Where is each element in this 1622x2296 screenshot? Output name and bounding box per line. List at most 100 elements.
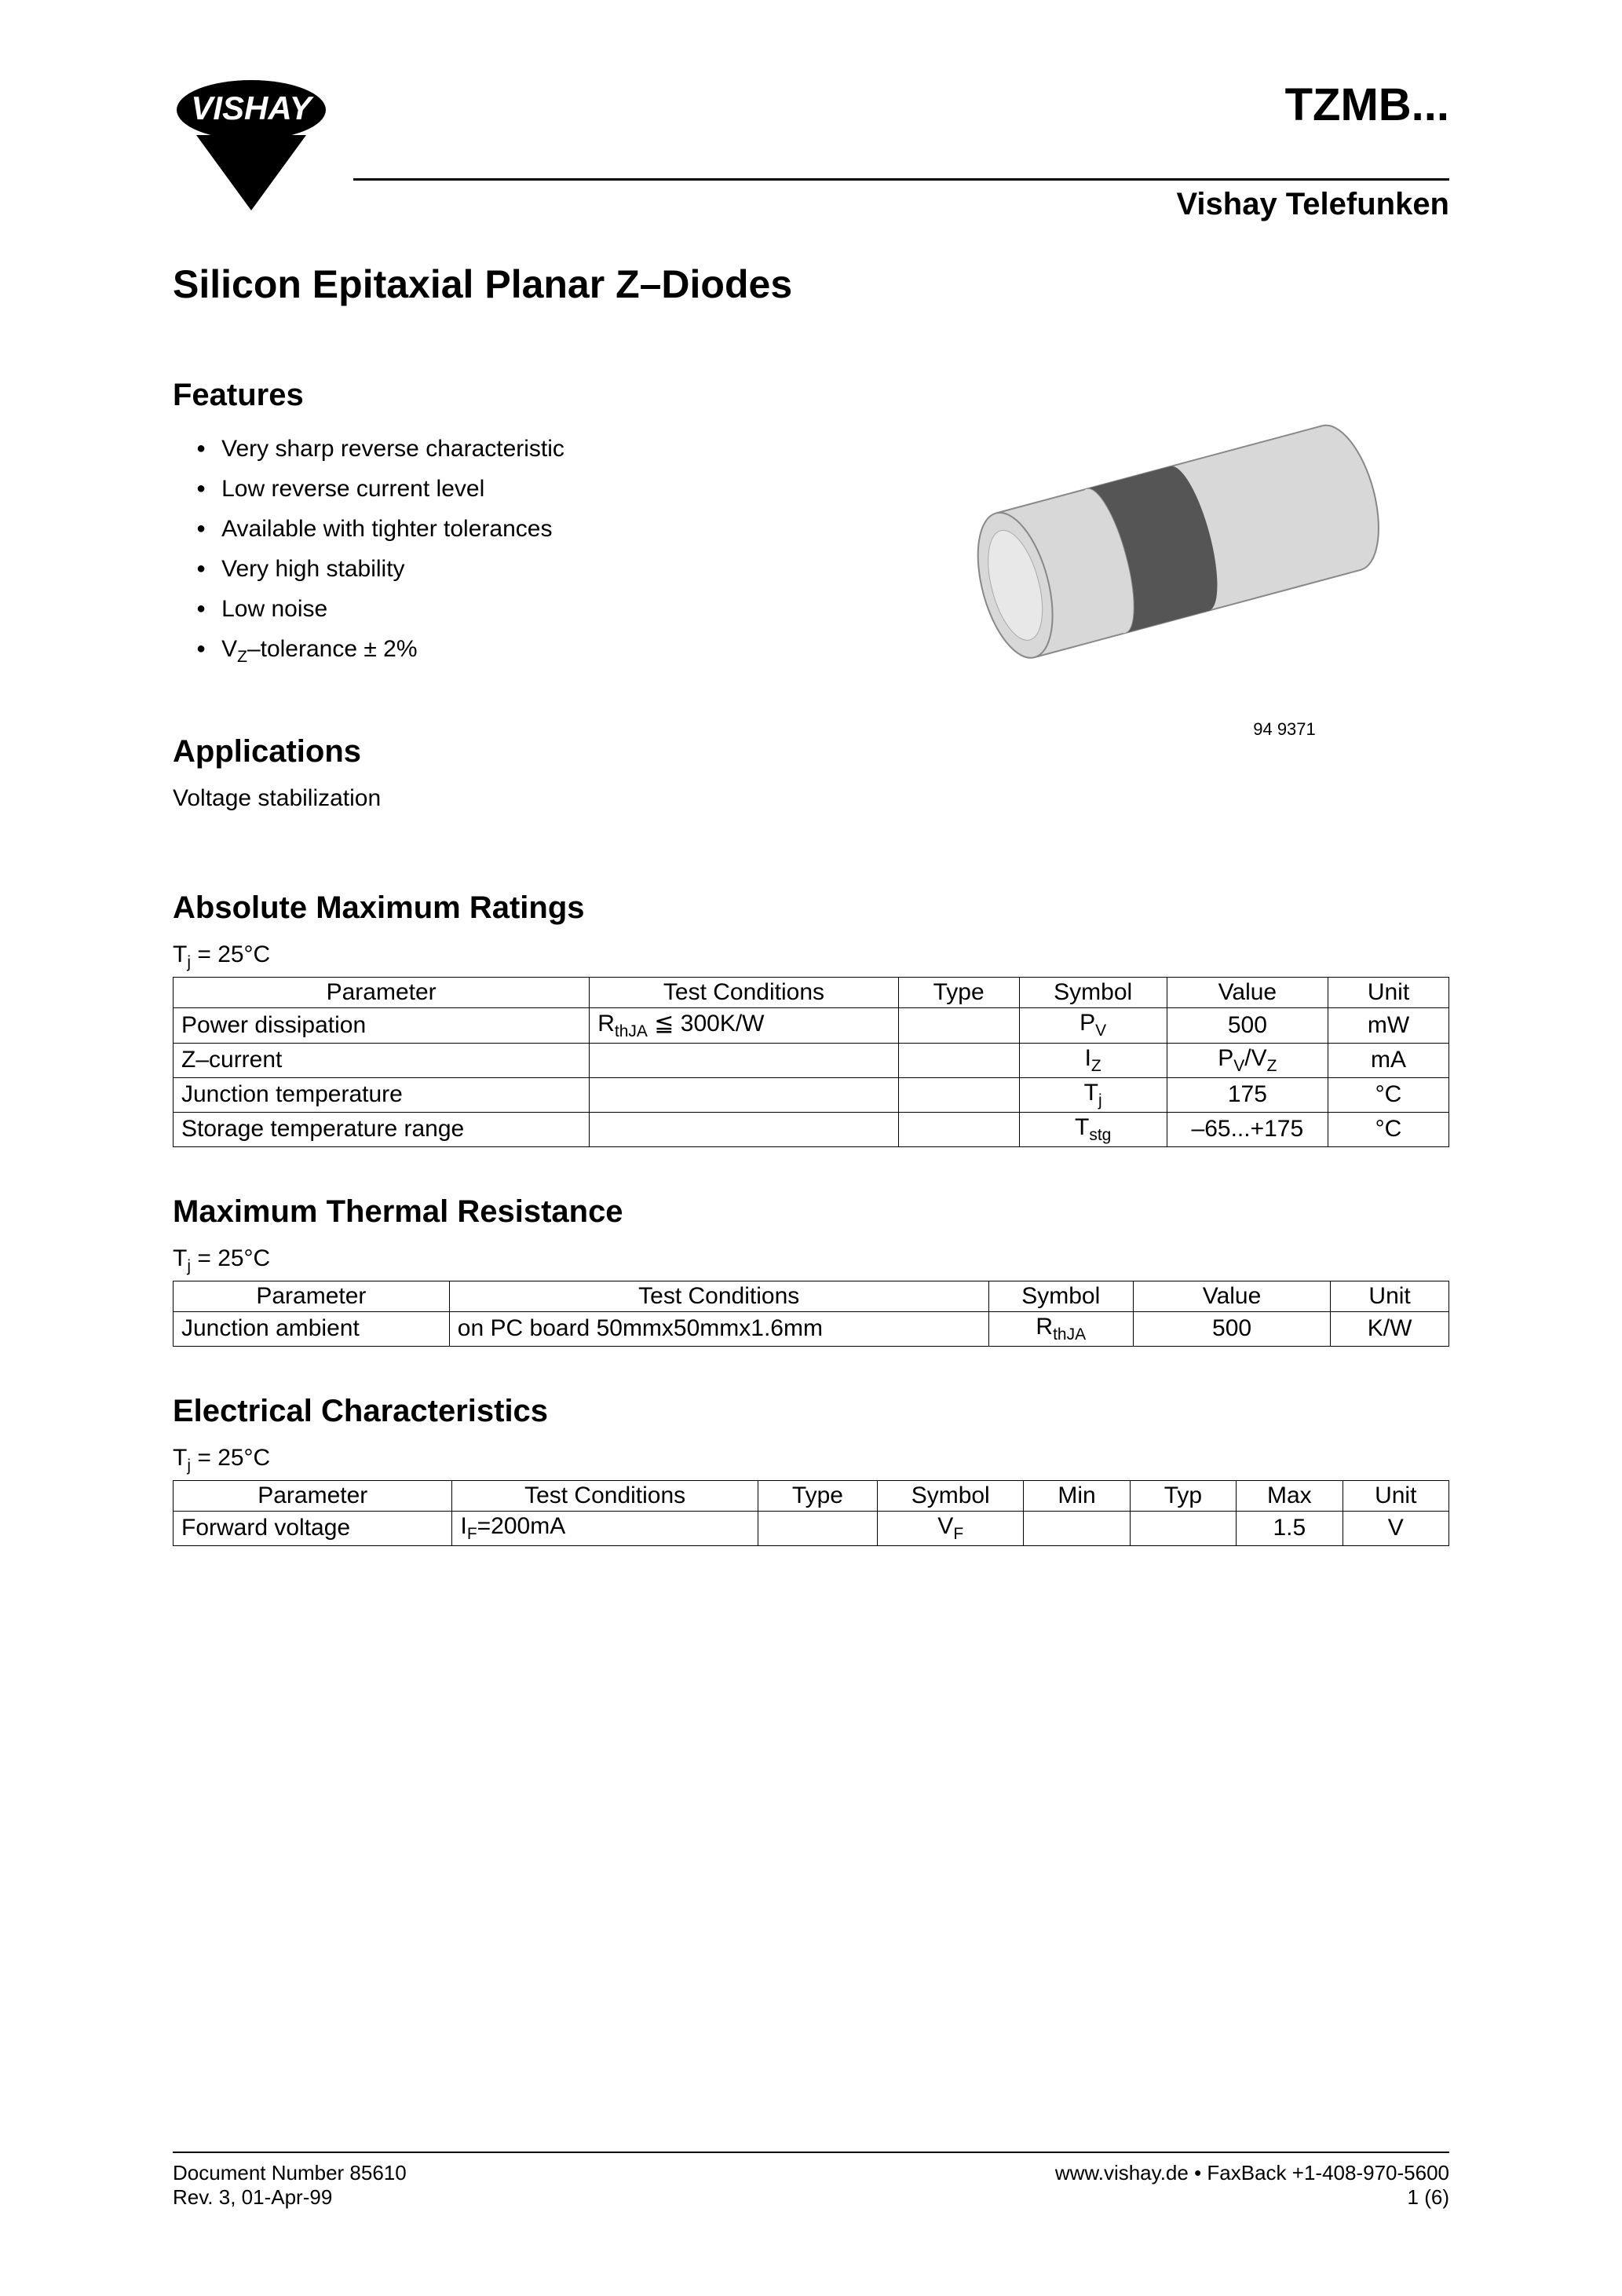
cell: IF=200mA	[452, 1511, 758, 1545]
table-header: Test Conditions	[590, 977, 898, 1007]
cell	[898, 1077, 1019, 1112]
feature-text: Low reverse current level	[221, 476, 484, 502]
footer-url: www.vishay.de • FaxBack +1-408-970-5600	[1055, 2161, 1449, 2185]
page-footer: Document Number 85610 Rev. 3, 01-Apr-99 …	[173, 2152, 1449, 2210]
thermal-heading: Maximum Thermal Resistance	[173, 1194, 1449, 1230]
cell: Storage temperature range	[174, 1112, 590, 1146]
table-header: Unit	[1331, 1281, 1449, 1311]
abs-max-table: Parameter Test Conditions Type Symbol Va…	[173, 977, 1449, 1147]
table-header: Symbol	[878, 1480, 1024, 1511]
table-row: Z–current IZ PV/VZ mA	[174, 1043, 1449, 1077]
cell: 500	[1133, 1311, 1330, 1346]
table-header: Parameter	[174, 1281, 450, 1311]
cell: Power dissipation	[174, 1007, 590, 1043]
cell: mW	[1328, 1007, 1449, 1043]
cell: °C	[1328, 1077, 1449, 1112]
header-divider	[353, 178, 1449, 181]
cell: PV	[1019, 1007, 1167, 1043]
cell: PV/VZ	[1167, 1043, 1328, 1077]
page-header: VISHAY TZMB... Vishay Telefunken	[173, 79, 1449, 222]
part-number: TZMB...	[353, 79, 1449, 131]
table-header: Test Conditions	[449, 1281, 988, 1311]
table-header: Parameter	[174, 977, 590, 1007]
image-caption: 94 9371	[900, 719, 1449, 740]
feature-item: Low noise	[173, 589, 853, 629]
table-header: Unit	[1343, 1480, 1448, 1511]
cell: Junction ambient	[174, 1311, 450, 1346]
table-header-row: Parameter Test Conditions Symbol Value U…	[174, 1281, 1449, 1311]
cell	[758, 1511, 877, 1545]
cell	[1130, 1511, 1236, 1545]
doc-number: Document Number 85610	[173, 2161, 407, 2185]
feature-item: Low reverse current level	[173, 469, 853, 509]
cell: V	[1343, 1511, 1448, 1545]
cell: VF	[878, 1511, 1024, 1545]
cell	[590, 1077, 898, 1112]
table-header: Symbol	[1019, 977, 1167, 1007]
abs-max-heading: Absolute Maximum Ratings	[173, 890, 1449, 926]
features-list: Very sharp reverse characteristic Low re…	[173, 429, 853, 671]
footer-left: Document Number 85610 Rev. 3, 01-Apr-99	[173, 2161, 407, 2210]
table-header: Test Conditions	[452, 1480, 758, 1511]
feature-text: Very sharp reverse characteristic	[221, 436, 564, 462]
table-header: Max	[1237, 1480, 1343, 1511]
cell: 1.5	[1237, 1511, 1343, 1545]
table-header: Parameter	[174, 1480, 452, 1511]
thermal-condition: Tj = 25°C	[173, 1245, 1449, 1276]
applications-heading: Applications	[173, 734, 853, 770]
cell: on PC board 50mmx50mmx1.6mm	[449, 1311, 988, 1346]
table-header-row: Parameter Test Conditions Type Symbol Mi…	[174, 1480, 1449, 1511]
cell: 500	[1167, 1007, 1328, 1043]
applications-text: Voltage stabilization	[173, 785, 853, 812]
cell: IZ	[1019, 1043, 1167, 1077]
feature-item: Very sharp reverse characteristic	[173, 429, 853, 469]
feature-text: Very high stability	[221, 556, 404, 582]
table-header: Value	[1167, 977, 1328, 1007]
table-header: Min	[1024, 1480, 1130, 1511]
cell	[898, 1112, 1019, 1146]
thermal-table: Parameter Test Conditions Symbol Value U…	[173, 1281, 1449, 1347]
table-row: Forward voltage IF=200mA VF 1.5 V	[174, 1511, 1449, 1545]
cell: –65...+175	[1167, 1112, 1328, 1146]
electrical-heading: Electrical Characteristics	[173, 1394, 1449, 1429]
cell: Z–current	[174, 1043, 590, 1077]
feature-item: VZ–tolerance ± 2%	[173, 629, 853, 671]
table-row: Junction temperature Tj 175 °C	[174, 1077, 1449, 1112]
revision: Rev. 3, 01-Apr-99	[173, 2185, 407, 2210]
cell	[898, 1043, 1019, 1077]
table-header: Type	[758, 1480, 877, 1511]
table-header: Unit	[1328, 977, 1449, 1007]
cell: Junction temperature	[174, 1077, 590, 1112]
table-row: Junction ambient on PC board 50mmx50mmx1…	[174, 1311, 1449, 1346]
feature-text: Available with tighter tolerances	[221, 516, 552, 542]
cell: 175	[1167, 1077, 1328, 1112]
table-header: Value	[1133, 1281, 1330, 1311]
electrical-table: Parameter Test Conditions Type Symbol Mi…	[173, 1480, 1449, 1546]
brand-name: Vishay Telefunken	[353, 187, 1449, 222]
cell	[898, 1007, 1019, 1043]
cell: mA	[1328, 1043, 1449, 1077]
table-row: Power dissipation RthJA ≦ 300K/W PV 500 …	[174, 1007, 1449, 1043]
svg-text:VISHAY: VISHAY	[191, 90, 314, 126]
cell: K/W	[1331, 1311, 1449, 1346]
feature-text: Low noise	[221, 596, 327, 622]
page-title: Silicon Epitaxial Planar Z–Diodes	[173, 261, 1449, 307]
feature-item: Available with tighter tolerances	[173, 509, 853, 549]
cell	[590, 1112, 898, 1146]
cell: °C	[1328, 1112, 1449, 1146]
table-header-row: Parameter Test Conditions Type Symbol Va…	[174, 977, 1449, 1007]
cell: RthJA	[988, 1311, 1133, 1346]
cell: RthJA ≦ 300K/W	[590, 1007, 898, 1043]
abs-max-condition: Tj = 25°C	[173, 941, 1449, 972]
table-row: Storage temperature range Tstg –65...+17…	[174, 1112, 1449, 1146]
table-header: Symbol	[988, 1281, 1133, 1311]
component-diagram	[900, 378, 1449, 707]
vishay-logo: VISHAY	[173, 79, 330, 216]
table-header: Type	[898, 977, 1019, 1007]
cell	[590, 1043, 898, 1077]
header-right: TZMB... Vishay Telefunken	[353, 79, 1449, 222]
electrical-condition: Tj = 25°C	[173, 1445, 1449, 1475]
cell: Tstg	[1019, 1112, 1167, 1146]
feature-item: Very high stability	[173, 549, 853, 589]
table-header: Typ	[1130, 1480, 1236, 1511]
